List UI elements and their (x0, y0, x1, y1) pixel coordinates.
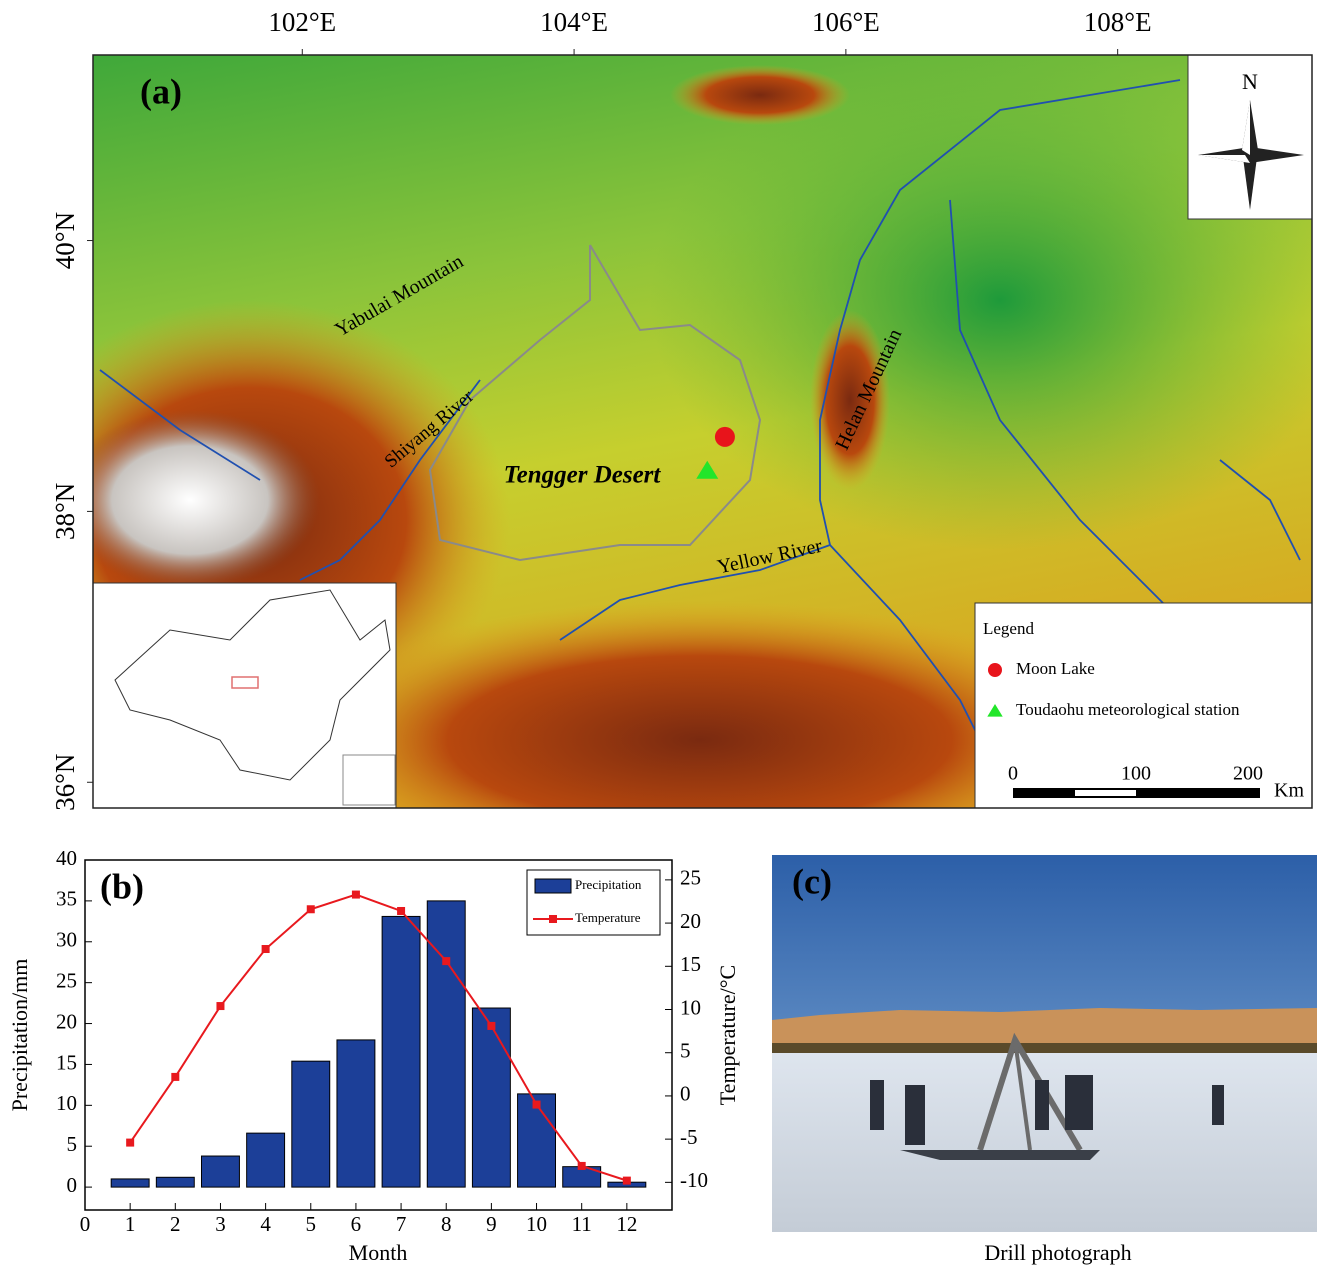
y-tick-label: 10 (56, 1091, 77, 1115)
legend-label: Precipitation (575, 877, 642, 892)
photo-caption: Drill photograph (984, 1240, 1131, 1265)
y-tick-label: 40°N (50, 212, 80, 269)
y2-tick-label: 20 (680, 909, 701, 933)
point (262, 945, 270, 953)
x-tick-label: 5 (306, 1212, 317, 1236)
y2-tick-label: 5 (680, 1039, 691, 1063)
point (307, 905, 315, 913)
x-tick-label: 10 (526, 1212, 547, 1236)
x-tick-label: 7 (396, 1212, 407, 1236)
x-tick-label: 3 (215, 1212, 226, 1236)
north-arrow: N (1188, 55, 1312, 219)
x-tick-label: 12 (616, 1212, 637, 1236)
figure: (a) Yabulai Mountain Shiyang River Tengg… (0, 0, 1317, 1270)
bar (337, 1040, 375, 1187)
y-tick-label: 30 (56, 928, 77, 952)
bar (292, 1061, 330, 1187)
y2-tick-label: 15 (680, 952, 701, 976)
point (487, 1022, 495, 1030)
x-tick-label: 8 (441, 1212, 452, 1236)
map: (a) Yabulai Mountain Shiyang River Tengg… (0, 50, 1317, 880)
terrain (670, 65, 850, 125)
x-tick-label: 104°E (540, 7, 608, 37)
bar (201, 1156, 239, 1187)
x-tick-label: 108°E (1084, 7, 1152, 37)
scale-label: 100 (1121, 763, 1151, 785)
bar (427, 901, 465, 1187)
legend-symbol (549, 915, 557, 923)
bar (382, 916, 420, 1187)
point (352, 891, 360, 899)
x-tick-label: 2 (170, 1212, 181, 1236)
y-tick-label: 0 (67, 1173, 78, 1197)
point (578, 1162, 586, 1170)
y-tick-label: 25 (56, 968, 77, 992)
site-marker (715, 427, 735, 447)
scale-label: 0 (1008, 763, 1018, 785)
x-tick-label: 0 (80, 1212, 91, 1236)
y2-tick-label: 0 (680, 1082, 691, 1106)
point (397, 907, 405, 915)
y2-axis-label: Temperature/°C (715, 965, 740, 1105)
map-legend: Legend Moon Lake Toudaohu meteorological… (975, 603, 1312, 808)
point (442, 957, 450, 965)
x-axis-label: Month (349, 1240, 408, 1265)
chart-panel-label: (b) (100, 866, 144, 906)
legend-label: Moon Lake (1016, 659, 1095, 678)
bar (111, 1179, 149, 1187)
point (623, 1177, 631, 1185)
north-label: N (1242, 69, 1258, 94)
point (126, 1139, 134, 1147)
x-tick-label: 6 (351, 1212, 362, 1236)
x-tick-label: 102°E (268, 7, 336, 37)
y2-tick-label: -10 (680, 1168, 708, 1192)
terrain (810, 310, 890, 490)
x-tick-label: 4 (260, 1212, 271, 1236)
scale-label: 200 (1233, 763, 1263, 785)
feature-label: Tengger Desert (504, 462, 662, 489)
x-tick-label: 11 (572, 1212, 592, 1236)
y-tick-label: 36°N (50, 754, 80, 811)
inset-map (93, 583, 396, 808)
legend-symbol (988, 663, 1002, 677)
y-tick-label: 35 (56, 887, 77, 911)
bar (156, 1177, 194, 1187)
point (533, 1101, 541, 1109)
bar (247, 1133, 285, 1187)
x-tick-label: 106°E (812, 7, 880, 37)
legend-title: Legend (983, 619, 1034, 638)
y2-tick-label: 10 (680, 995, 701, 1019)
legend-label: Toudaohu meteorological station (1016, 700, 1240, 719)
y-tick-label: 38°N (50, 483, 80, 540)
y-tick-label: 5 (67, 1132, 78, 1156)
point (171, 1073, 179, 1081)
y-tick-label: 40 (56, 846, 77, 870)
point (216, 1002, 224, 1010)
y2-tick-label: 25 (680, 866, 701, 890)
bar (472, 1008, 510, 1187)
photo-panel-label: (c) (792, 861, 832, 901)
x-tick-label: 1 (125, 1212, 136, 1236)
legend-symbol (535, 879, 571, 893)
y-axis-label: Precipitation/mm (7, 959, 32, 1112)
x-tick-label: 9 (486, 1212, 497, 1236)
map-panel-label: (a) (140, 71, 182, 111)
y-tick-label: 15 (56, 1050, 77, 1074)
legend-label: Temperature (575, 910, 641, 925)
y2-tick-label: -5 (680, 1125, 698, 1149)
scale-unit: Km (1274, 780, 1304, 802)
photo: (c) Drill photograph (772, 855, 1317, 1265)
y-tick-label: 20 (56, 1009, 77, 1033)
